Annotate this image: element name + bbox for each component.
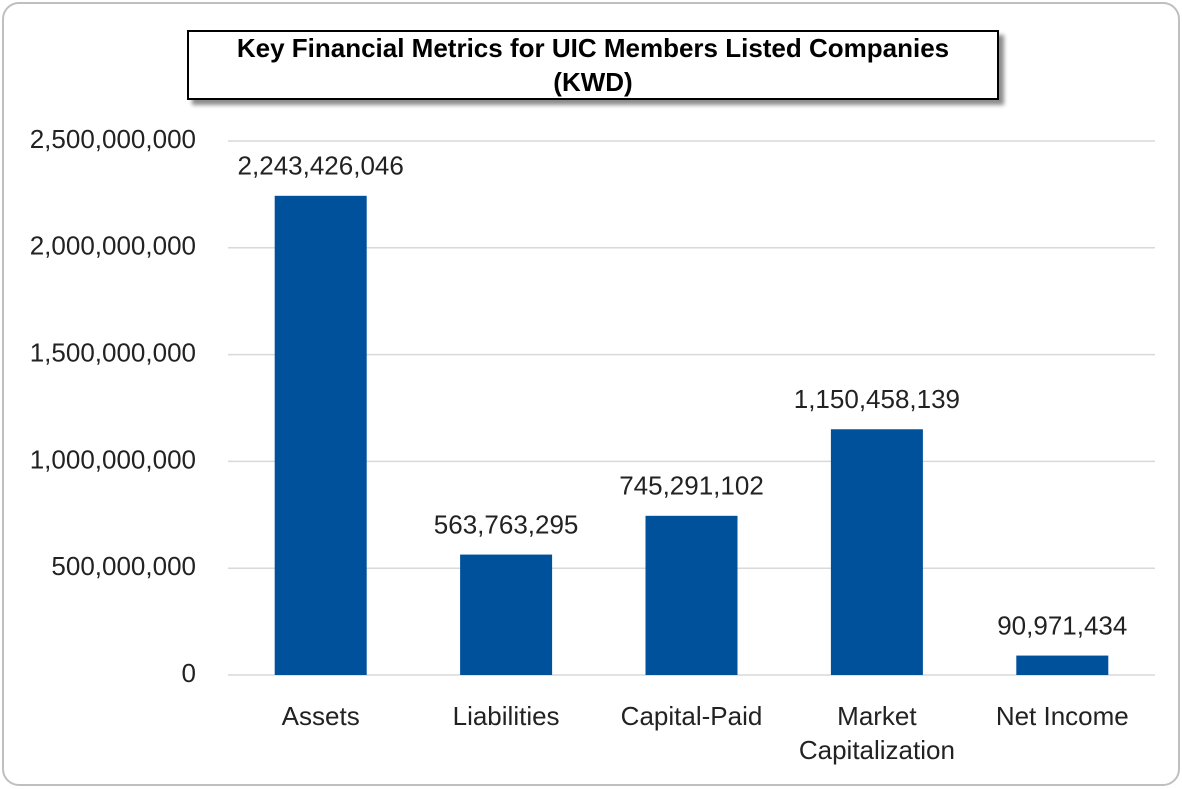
data-label: 2,243,426,046: [238, 151, 404, 181]
y-tick-label: 1,500,000,000: [30, 337, 196, 367]
data-label: 745,291,102: [619, 471, 764, 501]
chart-title: Key Financial Metrics for UIC Members Li…: [187, 30, 999, 100]
x-tick-label: Assets: [281, 701, 360, 731]
bar: [830, 429, 923, 675]
y-tick-label: 0: [182, 658, 196, 688]
bar: [460, 554, 553, 675]
x-tick-label: Net Income: [995, 701, 1129, 731]
x-tick-label: Capital-Paid: [620, 701, 763, 731]
data-label: 90,971,434: [997, 610, 1127, 640]
y-tick-label: 2,000,000,000: [30, 231, 196, 261]
y-tick-label: 2,500,000,000: [30, 124, 196, 154]
x-tick-label: Market Capitalization: [798, 701, 955, 765]
data-label: 1,150,458,139: [794, 384, 960, 414]
y-tick-label: 500,000,000: [51, 551, 196, 581]
bar: [1016, 655, 1109, 675]
bar: [274, 195, 367, 675]
x-tick-label: Liabilities: [452, 701, 560, 731]
bar: [645, 515, 738, 675]
data-label: 563,763,295: [434, 509, 579, 539]
y-tick-label: 1,000,000,000: [30, 444, 196, 474]
